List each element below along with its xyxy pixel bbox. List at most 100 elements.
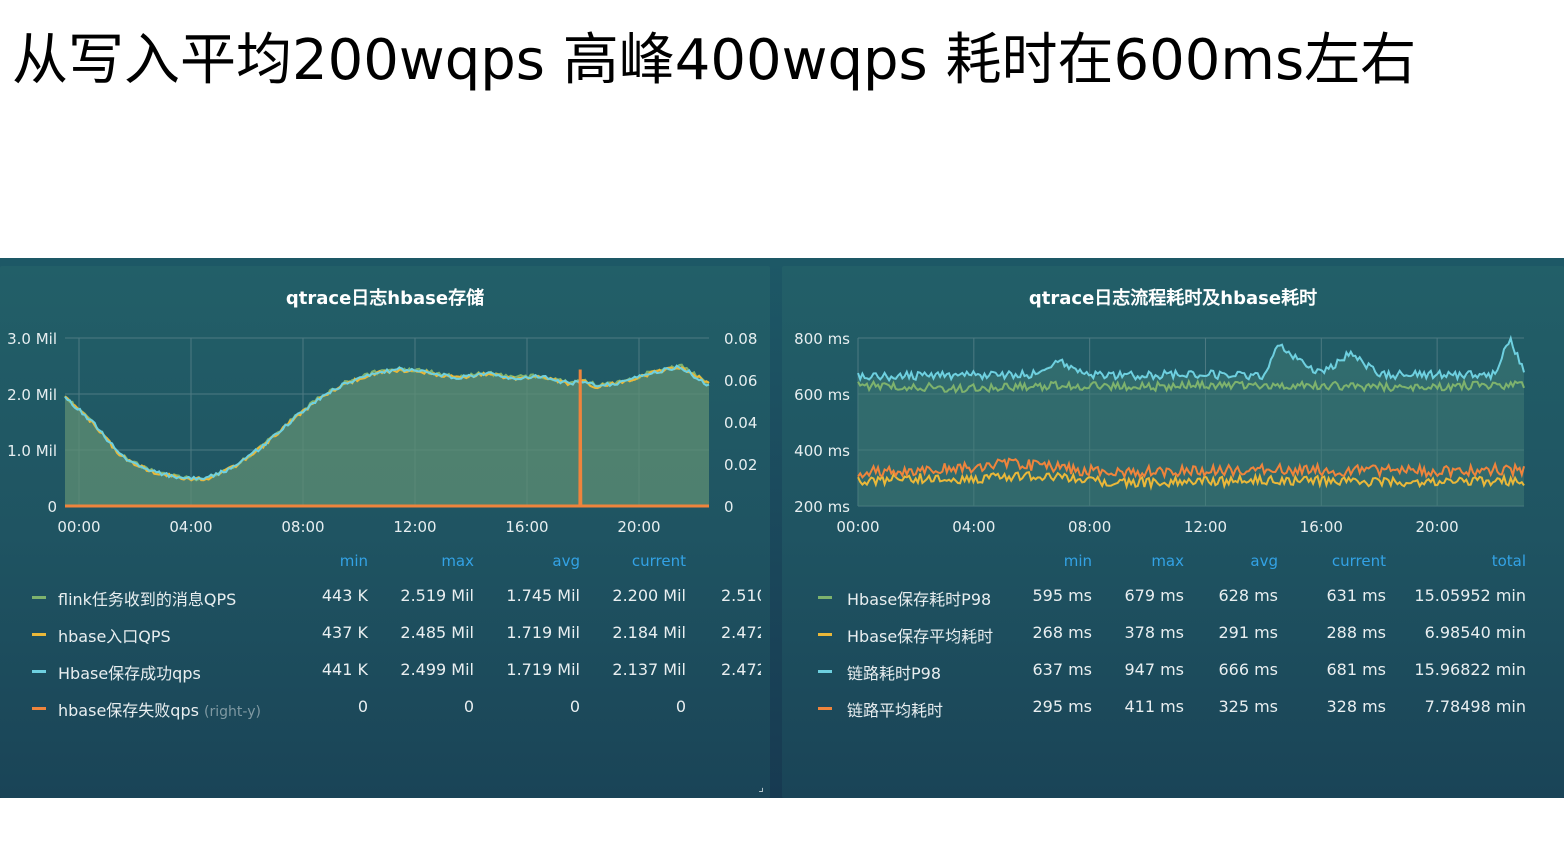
y-tick-label: 2.0 Mil [7,386,57,404]
value-current: 328 ms [1326,697,1386,716]
legend-header-total[interactable]: total [1491,552,1526,570]
y-tick-label: 400 ms [794,442,850,460]
legend-header-current[interactable]: current [1331,552,1386,570]
series-line-3 [857,457,1525,480]
series-line-1 [857,471,1525,491]
y2-tick-label: 0.06 [724,372,757,390]
y-tick-label: 200 ms [794,498,850,516]
series-name: Hbase保存平均耗时 [847,627,994,646]
x-tick-label: 00:00 [57,518,100,536]
latency-chart: 800 ms 600 ms 400 ms 200 ms 00:00 04:00 08:00 1… [794,330,1525,536]
value-current: 0 [675,697,686,716]
value-avg: 1.719 Mil [506,660,580,679]
series-swatch [32,633,46,636]
y2-tick-label: 0 [724,498,734,516]
latency-panel: qtrace日志流程耗时及hbase耗时 800 ms 600 ms 400 ms 2… [782,266,1564,798]
y-tick-label: 0 [47,498,57,516]
panel-title[interactable]: qtrace日志hbase存储 [285,288,485,309]
x-tick-label: 16:00 [1300,518,1343,536]
value-max: 0 [463,697,474,716]
value-total: 7.78498 min [1424,697,1526,716]
value-max: 679 ms [1124,586,1184,605]
page-heading: 从写入平均200wqps 高峰400wqps 耗时在600ms左右 [12,28,1417,93]
value-avg: 1.745 Mil [506,586,580,605]
value-min: 295 ms [1032,697,1092,716]
value-current: 2.200 Mil [612,586,686,605]
legend-row[interactable]: Hbase保存平均耗时 268 ms 378 ms 291 ms 288 ms … [782,619,1564,649]
legend-row[interactable]: hbase入口QPS 437 K 2.485 Mil 1.719 Mil 2.1… [0,619,770,649]
value-total-clipped: 2.472 [721,660,761,679]
series-line-2 [857,334,1525,383]
x-tick-label: 12:00 [393,518,436,536]
legend-row[interactable]: Hbase保存耗时P98 595 ms 679 ms 628 ms 631 ms… [782,582,1564,612]
legend-header-min[interactable]: min [1063,552,1092,570]
y-tick-label: 1.0 Mil [7,442,57,460]
legend-row[interactable]: flink任务收到的消息QPS 443 K 2.519 Mil 1.745 Mi… [0,582,770,612]
legend-header-avg[interactable]: avg [552,552,580,570]
value-avg: 0 [569,697,580,716]
panel-title[interactable]: qtrace日志流程耗时及hbase耗时 [1028,288,1318,309]
value-current: 2.137 Mil [612,660,686,679]
value-total: 15.96822 min [1414,660,1526,679]
value-total: 6.98540 min [1424,623,1526,642]
series-line-2 [64,364,710,481]
value-avg: 291 ms [1218,623,1278,642]
series-swatch [818,670,832,673]
legend-row[interactable]: Hbase保存成功qps 441 K 2.499 Mil 1.719 Mil 2… [0,656,770,686]
value-min: 443 K [321,586,368,605]
series-name: 链路平均耗时 [847,701,944,720]
value-max: 2.519 Mil [400,586,474,605]
value-current: 681 ms [1326,660,1386,679]
value-avg: 1.719 Mil [506,623,580,642]
series-swatch [32,670,46,673]
x-tick-label: 20:00 [1416,518,1459,536]
x-tick-label: 08:00 [1068,518,1111,536]
series-swatch [32,596,46,599]
legend-header-min[interactable]: min [339,552,368,570]
value-avg: 666 ms [1218,660,1278,679]
series-area-fill [65,364,709,506]
series-name: Hbase保存耗时P98 [847,590,992,609]
value-min: 0 [357,697,368,716]
legend-header-current[interactable]: current [631,552,686,570]
series-name: flink任务收到的消息QPS [58,590,237,609]
series-name: hbase保存失败qps (right-y) [58,697,261,721]
value-min: 268 ms [1032,623,1092,642]
legend-row[interactable]: 链路平均耗时 295 ms 411 ms 325 ms 328 ms 7.784… [782,693,1564,723]
y2-tick-label: 0.02 [724,456,757,474]
x-tick-label: 16:00 [505,518,548,536]
x-tick-label: 20:00 [617,518,660,536]
legend-header-max[interactable]: max [1151,552,1184,570]
series-name: 链路耗时P98 [847,664,942,683]
resize-handle[interactable]: ⌟ [758,780,764,794]
legend-header-max[interactable]: max [441,552,474,570]
value-total-clipped: 2.472 [721,623,761,642]
series-swatch [818,596,832,599]
value-current: 631 ms [1326,586,1386,605]
legend-row[interactable]: hbase保存失败qps (right-y) 0 0 0 0 [0,693,770,723]
x-tick-label: 04:00 [169,518,212,536]
series-swatch [32,707,46,710]
value-max: 947 ms [1124,660,1184,679]
value-min: 637 ms [1032,660,1092,679]
value-total: 15.05952 min [1414,586,1526,605]
series-swatch [818,707,832,710]
value-avg: 628 ms [1218,586,1278,605]
series-name-text: hbase保存失败qps [58,701,199,720]
series-line-failure [65,369,709,508]
y2-tick-label: 0.04 [724,414,757,432]
x-tick-label: 04:00 [952,518,995,536]
hbase-storage-panel: qtrace日志hbase存储 3.0 Mil 2.0 Mil 1.0 Mil 0 0.… [0,266,770,798]
legend-header-avg[interactable]: avg [1250,552,1278,570]
series-name: Hbase保存成功qps [58,664,201,683]
x-tick-label: 08:00 [281,518,324,536]
value-total-clipped: 2.510 [721,586,761,605]
series-swatch [818,633,832,636]
x-tick-label: 00:00 [836,518,879,536]
legend-row[interactable]: 链路耗时P98 637 ms 947 ms 666 ms 681 ms 15.9… [782,656,1564,686]
value-min: 437 K [321,623,368,642]
y-tick-label: 3.0 Mil [7,330,57,348]
series-line-0 [857,378,1525,395]
value-current: 288 ms [1326,623,1386,642]
